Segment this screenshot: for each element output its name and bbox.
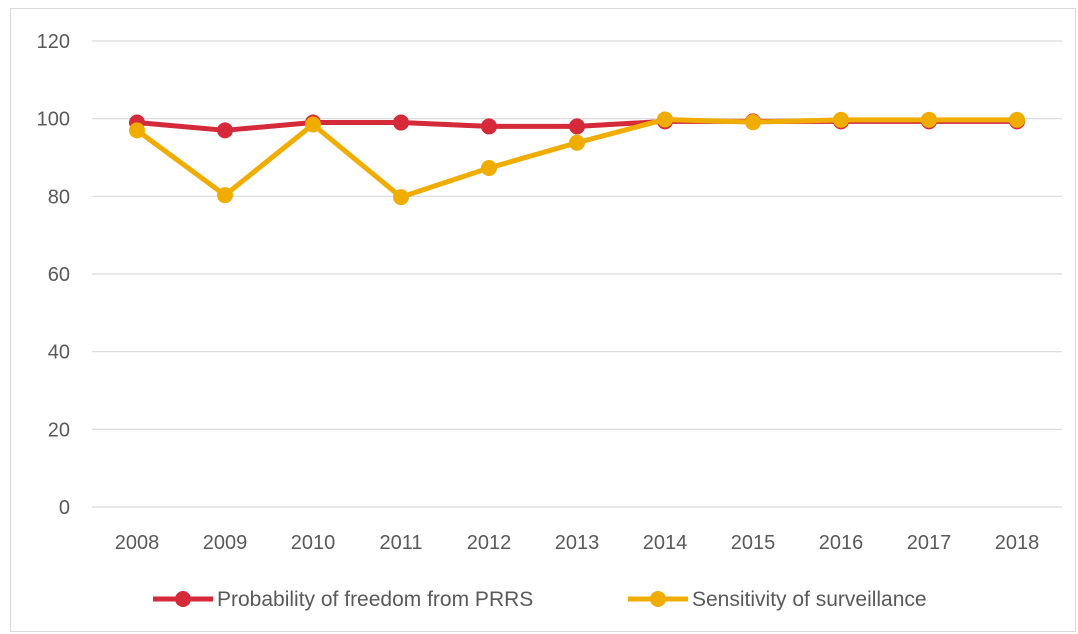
x-tick-label: 2015 (731, 532, 776, 554)
x-tick-label: 2014 (643, 532, 688, 554)
data-point (481, 118, 497, 135)
x-tick-label: 2013 (555, 532, 600, 554)
x-axis-ticks: 2008 2009 2010 2011 2012 2013 2014 2015 2016 2017… (115, 532, 1040, 554)
data-point (217, 122, 233, 139)
y-tick-label: 0 (59, 497, 70, 519)
y-tick-label: 20 (48, 419, 70, 441)
data-point (305, 116, 321, 133)
y-axis-ticks: 0 20 40 60 80 100 120 (37, 31, 70, 519)
gridlines (92, 40, 1062, 508)
y-tick-label: 60 (48, 264, 70, 286)
legend-label: Sensitivity of surveillance (692, 588, 927, 611)
x-tick-label: 2018 (995, 532, 1040, 554)
data-point (393, 189, 409, 206)
data-point (481, 159, 497, 176)
legend: Probability of freedom from PRRS Sensitiv… (153, 588, 927, 611)
x-tick-label: 2009 (203, 532, 248, 554)
legend-marker (650, 591, 666, 607)
series-1 (129, 113, 1025, 139)
data-point (569, 118, 585, 135)
x-tick-label: 2017 (907, 532, 952, 554)
data-point (129, 122, 145, 139)
y-tick-label: 80 (48, 186, 70, 208)
x-tick-label: 2010 (291, 532, 336, 554)
y-tick-label: 100 (37, 109, 70, 131)
y-tick-label: 120 (37, 31, 70, 53)
chart-frame (10, 8, 1076, 632)
data-point (745, 114, 761, 131)
x-tick-label: 2008 (115, 532, 160, 554)
legend-item: Sensitivity of surveillance (628, 588, 927, 611)
y-tick-label: 40 (48, 342, 70, 364)
data-point (1009, 111, 1025, 128)
data-point (569, 134, 585, 151)
data-point (217, 187, 233, 204)
legend-label: Probability of freedom from PRRS (217, 588, 533, 611)
x-tick-label: 2016 (819, 532, 864, 554)
series-2 (129, 111, 1025, 206)
data-point (657, 111, 673, 128)
series-layer (129, 111, 1025, 206)
legend-marker (175, 591, 191, 607)
x-tick-label: 2012 (467, 532, 512, 554)
data-point (833, 111, 849, 128)
data-point (921, 111, 937, 128)
x-tick-label: 2011 (379, 532, 422, 554)
legend-item: Probability of freedom from PRRS (153, 588, 533, 611)
data-point (393, 114, 409, 131)
